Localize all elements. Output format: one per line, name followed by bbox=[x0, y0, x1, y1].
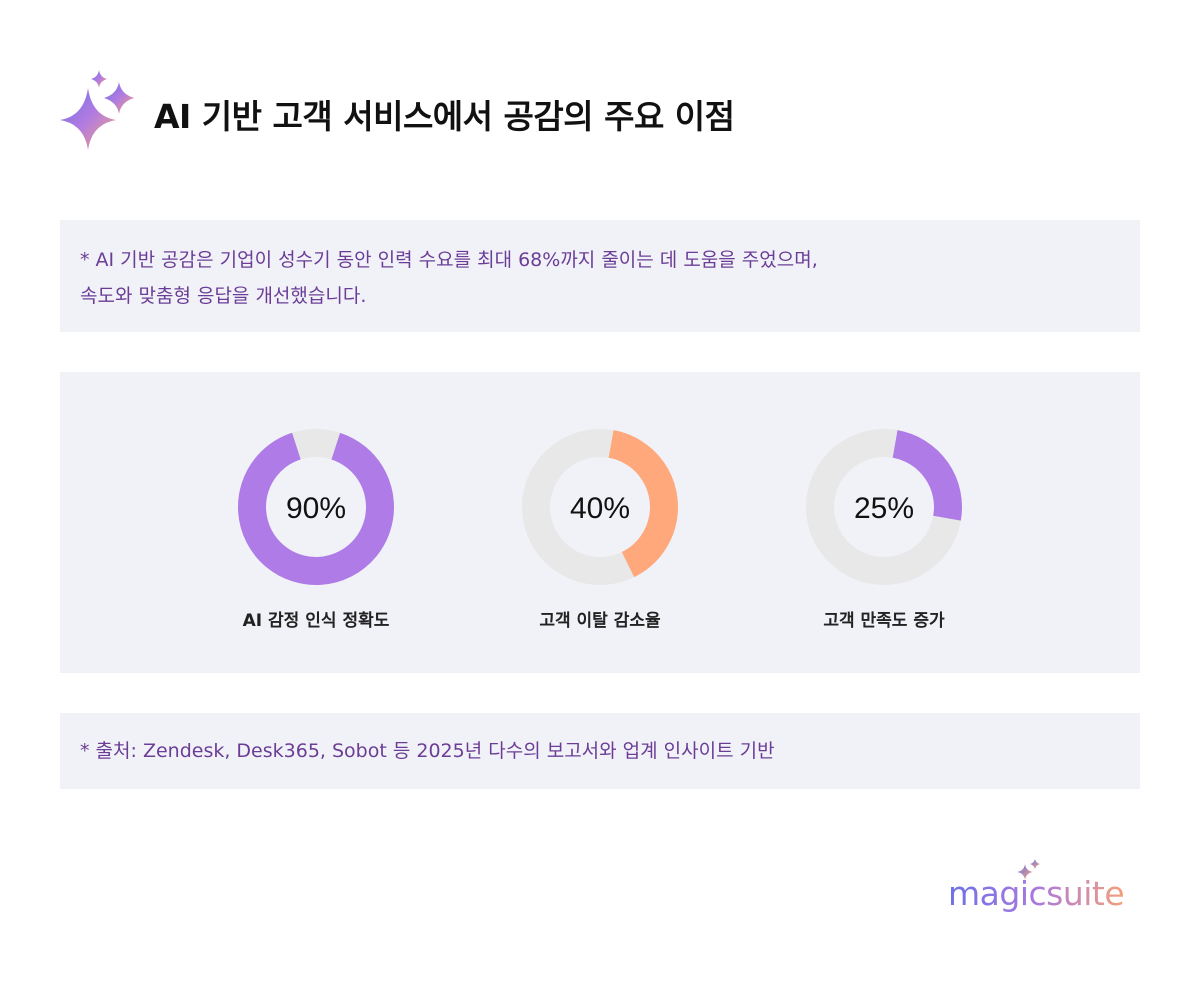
header: AI 기반 고객 서비스에서 공감의 주요 이점 bbox=[58, 68, 958, 152]
brand-logo: magicsuite bbox=[948, 858, 1148, 918]
donut-category-label: 고객 만족도 증가 bbox=[823, 611, 945, 631]
source-text: * 출처: Zendesk, Desk365, Sobot 등 2025년 다수… bbox=[80, 740, 775, 762]
sparkle-icon bbox=[1017, 859, 1040, 880]
donut-value-label: 40% bbox=[570, 492, 630, 525]
note-line-2: 속도와 맞춤형 응답을 개선했습니다. bbox=[80, 285, 367, 307]
page-title: AI 기반 고객 서비스에서 공감의 주요 이점 bbox=[154, 97, 735, 136]
donut-category-label: 고객 이탈 감소율 bbox=[539, 611, 661, 631]
donut-charts: 90% 40% 25% bbox=[238, 429, 962, 585]
donut-category-label: AI 감정 인식 정확도 bbox=[242, 611, 390, 631]
donut-arc-1 bbox=[238, 429, 394, 585]
note-line-1: * AI 기반 공감은 기업이 성수기 동안 인력 수요를 최대 68%까지 줄… bbox=[80, 249, 818, 271]
donut-value-label: 25% bbox=[854, 492, 914, 525]
sparkle-icon bbox=[60, 70, 134, 150]
note-box: * AI 기반 공감은 기업이 성수기 동안 인력 수요를 최대 68%까지 줄… bbox=[60, 220, 1140, 332]
brand-name: magicsuite bbox=[948, 874, 1125, 913]
source-box: * 출처: Zendesk, Desk365, Sobot 등 2025년 다수… bbox=[60, 713, 1140, 789]
chart-panel: 90% 40% 25% AI 감정 인식 정확도 고객 이탈 감소율 고객 만족도 증가 bbox=[60, 372, 1140, 673]
donut-value-label: 90% bbox=[286, 492, 346, 525]
